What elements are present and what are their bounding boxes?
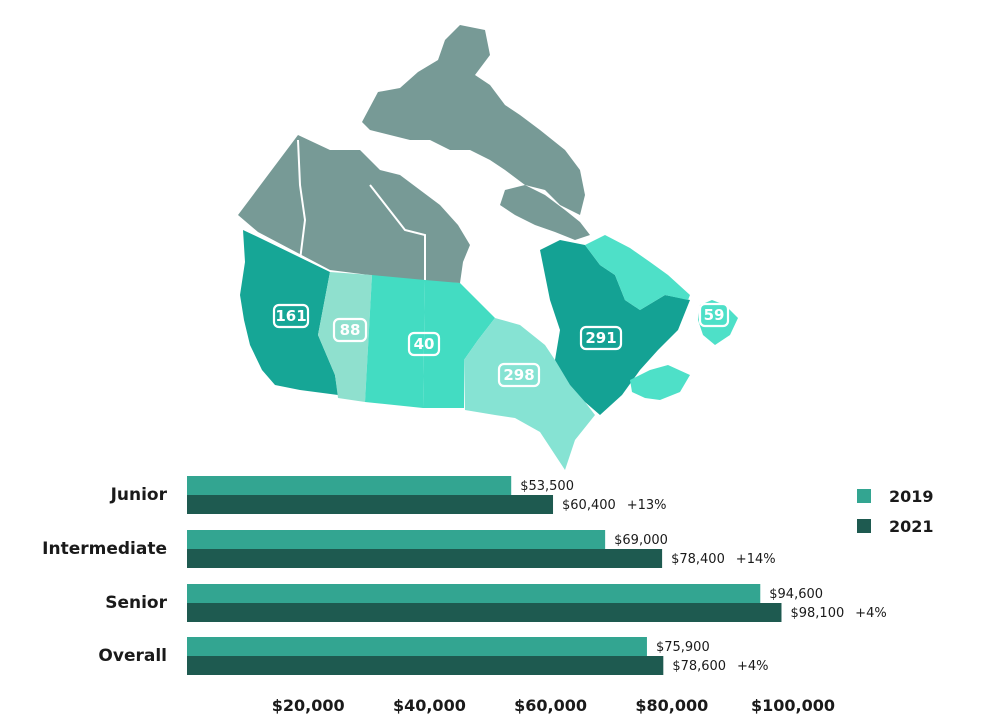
data-label: $53,500 xyxy=(520,479,574,494)
region-british-columbia xyxy=(240,230,338,395)
territory-border-1 xyxy=(297,139,307,261)
data-label: $78,600 xyxy=(672,659,726,674)
change-label: +13% xyxy=(627,498,667,513)
data-label: $60,400 xyxy=(562,498,616,513)
region-ontario xyxy=(464,318,595,470)
category-label: Junior xyxy=(110,485,168,505)
territory-border-2 xyxy=(369,184,426,283)
bars-layer: $53,500 $60,400 +13% $69,000$78,400 +14% $94,… xyxy=(187,476,887,675)
region-atlantic xyxy=(585,235,690,310)
baffin-island xyxy=(500,185,590,240)
badge-value: 59 xyxy=(704,306,725,324)
badge-bc: 161 xyxy=(272,303,310,329)
badge-value: 291 xyxy=(585,329,616,347)
data-label: $94,600 xyxy=(769,587,823,602)
region-maritimes xyxy=(630,365,690,400)
category-label: Overall xyxy=(98,646,167,666)
x-tick-label: $60,000 xyxy=(514,696,587,715)
legend: 2019 2021 xyxy=(857,487,934,536)
category-labels: Junior Intermediate Senior Overall xyxy=(42,485,167,666)
region-alberta xyxy=(318,272,372,402)
region-saskatchewan xyxy=(365,275,425,408)
bar-2019-intermediate xyxy=(187,530,606,549)
bar-2019-junior xyxy=(187,476,512,495)
bar-2021-overall xyxy=(187,656,664,675)
bar-2021-senior xyxy=(187,603,782,622)
bar-2019-senior xyxy=(187,584,761,603)
legend-label-2021: 2021 xyxy=(889,517,934,536)
legend-swatch-2021 xyxy=(857,519,871,533)
category-label: Intermediate xyxy=(42,539,167,559)
x-tick-label: $100,000 xyxy=(751,696,835,715)
x-tick-label: $40,000 xyxy=(393,696,466,715)
legend-swatch-2019 xyxy=(857,489,871,503)
data-label: $78,400 xyxy=(671,552,725,567)
badge-value: 40 xyxy=(414,335,435,353)
badge-value: 298 xyxy=(503,366,534,384)
northern-territories xyxy=(238,25,590,283)
badge-value: 161 xyxy=(275,307,306,325)
badge-value: 88 xyxy=(340,321,361,339)
badge-alberta: 88 xyxy=(332,317,368,343)
badge-atlantic: 59 xyxy=(698,302,730,328)
change-label: +4% xyxy=(855,606,887,621)
change-label: +14% xyxy=(736,552,776,567)
badge-sk-mb: 40 xyxy=(407,331,441,357)
data-label: $98,100 xyxy=(790,606,844,621)
x-tick-label: $80,000 xyxy=(635,696,708,715)
x-axis-ticks: $20,000 $40,000 $60,000 $80,000 $100,000 xyxy=(272,696,835,715)
x-tick-label: $20,000 xyxy=(272,696,345,715)
arctic-islands xyxy=(362,25,585,215)
bar-2021-junior xyxy=(187,495,554,514)
legend-label-2019: 2019 xyxy=(889,487,934,506)
change-label: +4% xyxy=(737,659,769,674)
territories-mainland xyxy=(238,135,470,283)
region-manitoba xyxy=(423,280,495,408)
category-label: Senior xyxy=(105,593,167,613)
bar-2021-intermediate xyxy=(187,549,663,568)
badge-ontario: 298 xyxy=(497,362,541,388)
badge-quebec: 291 xyxy=(579,325,623,351)
data-label: $69,000 xyxy=(614,533,668,548)
data-label: $75,900 xyxy=(656,640,710,655)
bar-2019-overall xyxy=(187,637,647,656)
